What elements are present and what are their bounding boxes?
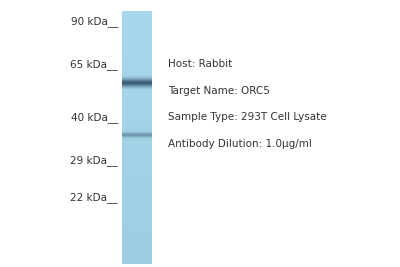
Bar (122, 87, 152, 91)
Bar (122, 100, 152, 104)
Bar (122, 91, 152, 95)
Bar (122, 49, 152, 53)
Bar (122, 252, 152, 256)
Bar (122, 180, 152, 184)
Bar (122, 154, 152, 159)
Bar (122, 108, 152, 112)
Bar (122, 83, 152, 87)
Text: Host: Rabbit: Host: Rabbit (168, 59, 232, 69)
Bar (122, 121, 152, 125)
Bar (122, 184, 152, 188)
Bar (122, 171, 152, 176)
Bar (122, 163, 152, 167)
Bar (122, 129, 152, 133)
Bar (122, 243, 152, 248)
Text: Antibody Dilution: 1.0μg/ml: Antibody Dilution: 1.0μg/ml (168, 139, 312, 149)
Bar (122, 77, 152, 78)
Bar (122, 78, 152, 79)
Bar (122, 19, 152, 23)
Bar (122, 239, 152, 243)
Bar (122, 146, 152, 150)
Bar (122, 125, 152, 129)
Bar (122, 66, 152, 70)
Bar (122, 205, 152, 209)
Text: 90 kDa__: 90 kDa__ (71, 16, 118, 27)
Bar (122, 230, 152, 235)
Bar (122, 28, 152, 32)
Text: Sample Type: 293T Cell Lysate: Sample Type: 293T Cell Lysate (168, 112, 327, 123)
Bar (122, 209, 152, 214)
Bar (122, 70, 152, 74)
Bar (122, 248, 152, 252)
Bar (122, 40, 152, 45)
Bar (122, 95, 152, 100)
Bar (122, 81, 152, 82)
Bar (122, 86, 152, 87)
Bar (122, 79, 152, 80)
Bar (122, 80, 152, 81)
Text: Target Name: ORC5: Target Name: ORC5 (168, 86, 270, 96)
Bar (122, 45, 152, 49)
Bar (122, 85, 152, 86)
Text: 40 kDa__: 40 kDa__ (71, 112, 118, 123)
Text: 22 kDa__: 22 kDa__ (70, 192, 118, 203)
Bar (122, 11, 152, 264)
Bar (122, 57, 152, 61)
Bar (122, 138, 152, 142)
Bar (122, 197, 152, 201)
Bar (122, 78, 152, 83)
Bar (122, 32, 152, 36)
Bar (122, 133, 152, 138)
Text: 65 kDa__: 65 kDa__ (70, 59, 118, 69)
Bar (122, 82, 152, 83)
Bar (122, 15, 152, 19)
Bar (122, 83, 152, 84)
Bar (122, 36, 152, 40)
Bar (122, 11, 152, 15)
Bar (122, 112, 152, 116)
Bar (122, 222, 152, 226)
Bar (122, 84, 152, 85)
Bar (122, 201, 152, 205)
Bar (122, 116, 152, 121)
Bar (122, 218, 152, 222)
Bar (122, 88, 152, 89)
Bar (122, 87, 152, 88)
Bar (122, 104, 152, 108)
Bar (122, 167, 152, 171)
Bar (122, 235, 152, 239)
Bar (122, 76, 152, 77)
Bar (122, 74, 152, 78)
Bar (122, 260, 152, 264)
Bar (122, 256, 152, 260)
Bar (122, 176, 152, 180)
Bar (122, 193, 152, 197)
Bar (122, 142, 152, 146)
Bar (122, 226, 152, 230)
Bar (122, 150, 152, 154)
Bar (122, 23, 152, 28)
Bar (122, 159, 152, 163)
Bar (122, 188, 152, 193)
Bar (122, 214, 152, 218)
Text: 29 kDa__: 29 kDa__ (70, 155, 118, 166)
Bar (122, 61, 152, 66)
Bar (122, 53, 152, 57)
